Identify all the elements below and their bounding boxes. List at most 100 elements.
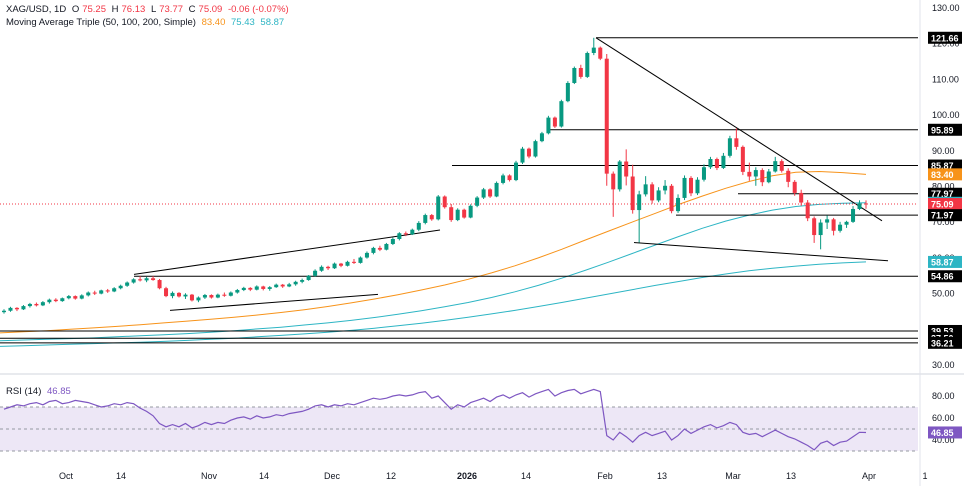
candle[interactable]	[773, 156, 778, 173]
candle-body[interactable]	[468, 205, 473, 218]
candle-body[interactable]	[112, 288, 117, 292]
candle-body[interactable]	[267, 287, 272, 289]
candle[interactable]	[47, 298, 52, 304]
candle-body[interactable]	[202, 295, 207, 298]
candle[interactable]	[578, 64, 583, 79]
candle-body[interactable]	[838, 224, 843, 231]
candle-body[interactable]	[572, 67, 577, 83]
candle-body[interactable]	[786, 170, 791, 182]
candle[interactable]	[429, 213, 434, 221]
candle[interactable]	[364, 251, 369, 259]
candle-body[interactable]	[825, 219, 830, 223]
candle[interactable]	[565, 81, 570, 103]
candle-body[interactable]	[384, 243, 389, 250]
candle[interactable]	[663, 180, 668, 195]
candle[interactable]	[863, 200, 869, 209]
candle[interactable]	[131, 278, 136, 284]
candle-body[interactable]	[351, 261, 356, 263]
candle[interactable]	[669, 184, 674, 214]
candle-body[interactable]	[598, 47, 603, 59]
candle-body[interactable]	[526, 148, 531, 157]
candle[interactable]	[526, 147, 531, 159]
candle-body[interactable]	[21, 306, 26, 310]
candle[interactable]	[857, 200, 862, 211]
candle[interactable]	[215, 293, 220, 299]
price-axis[interactable]: 30.0040.0050.0060.0070.0080.0090.00100.0…	[928, 3, 962, 370]
candle-body[interactable]	[105, 290, 110, 292]
candle[interactable]	[157, 278, 162, 290]
candle-body[interactable]	[578, 67, 583, 77]
candle[interactable]	[170, 291, 175, 299]
candle-body[interactable]	[8, 307, 13, 311]
candle-body[interactable]	[390, 238, 395, 244]
rsi-tag[interactable]: 46.85	[928, 426, 962, 439]
candle-body[interactable]	[40, 302, 45, 306]
candle-body[interactable]	[812, 218, 817, 236]
candle[interactable]	[844, 220, 849, 228]
candle-body[interactable]	[280, 284, 285, 287]
candle[interactable]	[40, 301, 45, 307]
candle-body[interactable]	[371, 247, 376, 253]
price-tag[interactable]: 36.21	[928, 336, 962, 349]
candle-body[interactable]	[248, 287, 253, 290]
candle-body[interactable]	[779, 161, 784, 171]
candle[interactable]	[377, 245, 382, 252]
candle[interactable]	[520, 146, 525, 165]
candle-body[interactable]	[721, 155, 726, 168]
candle-body[interactable]	[714, 159, 719, 168]
candle-body[interactable]	[397, 233, 402, 239]
candle-body[interactable]	[546, 117, 551, 134]
candle-body[interactable]	[92, 292, 97, 294]
candle[interactable]	[66, 295, 71, 300]
price-tag[interactable]: 121.66	[928, 31, 962, 44]
candle[interactable]	[533, 139, 538, 158]
candle-body[interactable]	[215, 294, 220, 298]
candle-body[interactable]	[73, 296, 78, 299]
candle[interactable]	[779, 159, 784, 173]
candle-body[interactable]	[164, 288, 169, 297]
candle[interactable]	[714, 157, 719, 171]
candle-body[interactable]	[565, 82, 570, 102]
candle[interactable]	[727, 135, 732, 158]
candle[interactable]	[196, 296, 201, 303]
candle-body[interactable]	[650, 184, 655, 201]
candle[interactable]	[825, 215, 830, 229]
price-tag[interactable]: 83.40	[928, 168, 962, 181]
candle[interactable]	[734, 128, 739, 150]
candle[interactable]	[189, 293, 194, 302]
candle-body[interactable]	[844, 221, 849, 225]
time-axis[interactable]: Oct 14 Nov 14 Dec 12 2026 14 Feb 13 Mar 13 Apr 1	[59, 471, 928, 481]
candle[interactable]	[287, 282, 292, 288]
candle-body[interactable]	[533, 141, 538, 157]
candle-body[interactable]	[449, 207, 454, 221]
candle-body[interactable]	[183, 294, 188, 297]
candle-body[interactable]	[287, 284, 292, 287]
candle[interactable]	[319, 265, 324, 272]
candle-body[interactable]	[118, 285, 123, 289]
candle-body[interactable]	[760, 170, 765, 183]
candle[interactable]	[118, 284, 123, 290]
candle[interactable]	[112, 287, 117, 293]
candle[interactable]	[436, 195, 441, 221]
candle[interactable]	[591, 37, 596, 56]
candle[interactable]	[539, 131, 544, 143]
candle[interactable]	[209, 294, 214, 299]
candle-body[interactable]	[520, 148, 525, 163]
candle[interactable]	[572, 66, 577, 85]
candle-body[interactable]	[727, 138, 732, 156]
candles[interactable]	[1, 37, 869, 314]
trend-line-lower[interactable]	[169, 293, 379, 311]
candle-body[interactable]	[429, 215, 434, 220]
candle-body[interactable]	[611, 173, 616, 190]
candle[interactable]	[241, 286, 246, 292]
candle[interactable]	[831, 217, 836, 236]
candle[interactable]	[701, 164, 706, 182]
candle[interactable]	[92, 290, 97, 296]
candle-body[interactable]	[637, 194, 642, 211]
candle[interactable]	[403, 231, 408, 237]
candle[interactable]	[721, 152, 726, 170]
candle[interactable]	[1, 309, 7, 314]
candle[interactable]	[753, 167, 758, 186]
candle[interactable]	[332, 262, 337, 269]
candle[interactable]	[747, 162, 752, 181]
